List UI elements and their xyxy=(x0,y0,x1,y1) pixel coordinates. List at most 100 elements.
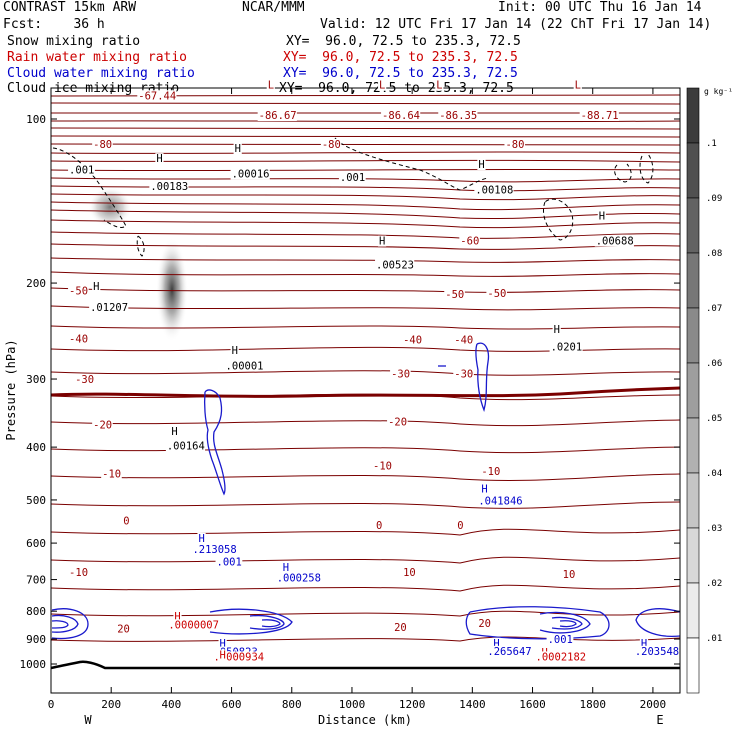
contour-label: -20 xyxy=(93,420,112,432)
x-tick-label: 800 xyxy=(282,698,302,711)
label-bg xyxy=(504,138,526,150)
label-bg xyxy=(639,637,649,649)
label-bg xyxy=(215,556,243,568)
y-tick-label: 900 xyxy=(26,633,46,646)
contour-label: -30 xyxy=(391,368,410,380)
contour-label: L xyxy=(436,80,442,92)
label-bg xyxy=(165,440,206,452)
contour-label: -30 xyxy=(454,368,473,380)
y-tick-label: 400 xyxy=(26,441,46,454)
cloud-water-contours xyxy=(51,342,680,640)
isotherm-line xyxy=(51,185,680,192)
y-tick-label: 200 xyxy=(26,277,46,290)
init-time: Init: 00 UTC Thu 16 Jan 14 xyxy=(498,0,702,15)
label-bg xyxy=(275,572,322,584)
contour-label: H xyxy=(478,159,484,171)
ice-contour xyxy=(614,163,632,183)
label-bg xyxy=(492,637,501,649)
contour-label: L xyxy=(575,80,581,92)
label-bg xyxy=(224,360,264,372)
label-bg xyxy=(101,468,122,480)
label-bg xyxy=(597,210,606,222)
y-axis-title: Pressure (hPa) xyxy=(4,339,18,440)
label-bg xyxy=(378,235,387,247)
contour-label: .00016 xyxy=(232,168,270,180)
contour-label: H xyxy=(481,484,487,496)
label-bg xyxy=(212,651,265,663)
contour-label: 20 xyxy=(394,622,407,634)
field-xy-cloud-water: XY= 96.0, 72.5 to 235.3, 72.5 xyxy=(283,66,518,81)
contour-label: -10 xyxy=(69,567,88,579)
colorbar-swatch xyxy=(686,197,700,254)
isotherm-line xyxy=(51,370,680,376)
contour-label: L xyxy=(379,80,385,92)
label-bg xyxy=(579,110,619,121)
contour-label: .001 xyxy=(340,172,365,184)
colorbar-swatch xyxy=(686,472,700,529)
label-bg xyxy=(453,368,474,380)
label-bg xyxy=(257,110,297,121)
y-tick-label: 100 xyxy=(26,113,46,126)
contour-label: H xyxy=(220,638,226,650)
x-axis-title: Distance (km) xyxy=(318,713,412,727)
colorbar-swatch xyxy=(686,527,700,584)
contour-label: .001 xyxy=(548,634,573,646)
label-bg xyxy=(218,649,227,661)
contour-label: -50 xyxy=(487,288,506,300)
colorbar-swatch xyxy=(686,362,700,419)
field-name-cloud-water: Cloud water mixing ratio xyxy=(7,66,195,81)
label-bg xyxy=(230,168,270,180)
colorbar-tick-label: .07 xyxy=(706,304,722,314)
isotherm-line xyxy=(51,501,680,509)
cloud-water-contour xyxy=(51,614,79,633)
contour-label: .00183 xyxy=(150,181,188,193)
colorbar: .1 .09 .08 .07 .06 .05 .04 .03 .02 .01 xyxy=(686,87,722,694)
y-tick-label: 300 xyxy=(26,373,46,386)
contour-label: H xyxy=(156,153,162,165)
label-bg xyxy=(459,235,480,247)
colorbar-tick-label: .05 xyxy=(706,414,722,424)
label-bg xyxy=(155,153,164,165)
contour-label: -40 xyxy=(69,333,88,345)
colorbar-swatch xyxy=(686,582,700,639)
contour-label: L xyxy=(268,80,274,92)
contour-label: H xyxy=(93,281,99,293)
cloud-water-contour xyxy=(635,608,680,638)
contour-label: -60 xyxy=(460,236,479,248)
isotherm-line xyxy=(51,243,680,250)
plot-frame xyxy=(50,87,681,694)
ice-contour xyxy=(334,137,489,191)
label-bg xyxy=(68,164,95,176)
contour-label: -10 xyxy=(481,466,500,478)
colorbar-tick-label: .08 xyxy=(706,249,722,259)
contour-label: -80 xyxy=(505,139,524,151)
field-name-rain: Rain water mixing ratio xyxy=(7,50,188,65)
contour-label: 20 xyxy=(117,623,130,635)
contour-label: -80 xyxy=(322,139,341,151)
x-tick-label: 0 xyxy=(48,698,55,711)
cloud-water-contour xyxy=(539,611,591,634)
contour-label: 0 xyxy=(123,516,129,528)
label-bg xyxy=(68,333,89,345)
label-bg xyxy=(173,610,182,622)
cloud-water-contour xyxy=(551,616,583,630)
contour-label: 0 xyxy=(457,520,463,532)
contour-label: -50 xyxy=(69,286,88,298)
contour-label: .0002182 xyxy=(536,651,587,663)
contour-label: .265647 xyxy=(487,646,531,658)
label-bg xyxy=(122,515,131,527)
cloud-water-contour xyxy=(209,608,293,635)
ice-contour xyxy=(136,235,145,257)
isotherm-line xyxy=(51,584,680,592)
label-bg xyxy=(167,619,219,631)
colorbar-tick-label: .06 xyxy=(706,359,722,369)
contour-label: H xyxy=(174,611,180,623)
isotherm-line xyxy=(51,231,680,239)
x-end-label-west: W xyxy=(84,713,92,727)
label-bg xyxy=(402,567,417,579)
contour-label: .00108 xyxy=(475,185,513,197)
label-bg xyxy=(375,519,384,531)
ice-contour xyxy=(639,153,654,184)
colorbar-tick-label: .09 xyxy=(706,194,722,204)
